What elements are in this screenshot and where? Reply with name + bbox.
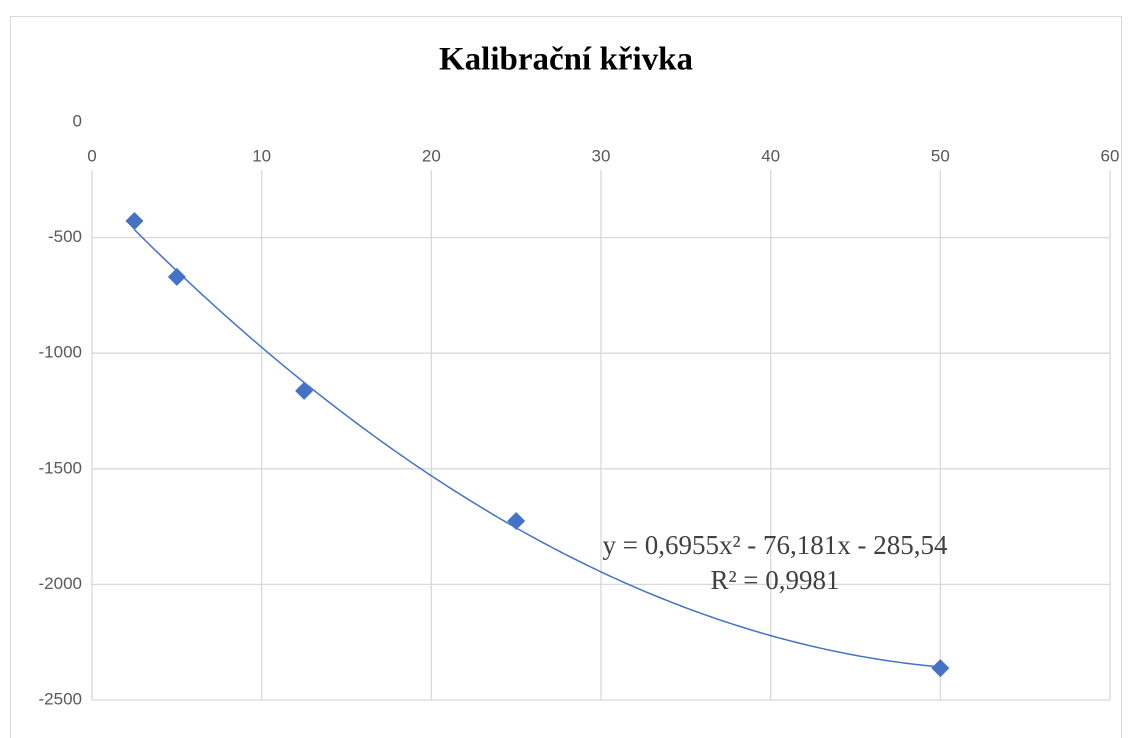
y-tick-label: -500 [48,227,82,246]
x-tick-label: 10 [252,146,271,165]
y-tick-label: -2000 [39,574,82,593]
marker [125,211,144,230]
x-tick-label: 50 [931,146,950,165]
trendline-r-squared: R² = 0,9981 [710,565,839,595]
chart-border [10,16,1122,738]
y-tick-label: 0 [73,111,82,130]
trendline-equation: y = 0,6955x² - 76,181x - 285,54 [602,530,948,560]
y-tick-label: -2500 [39,689,82,708]
x-tick-label: 20 [422,146,441,165]
marker [507,512,526,531]
marker [167,267,186,286]
y-tick-label: -1000 [39,343,82,362]
chart-title: Kalibrační křivka [439,42,693,78]
trendline [133,229,941,668]
x-tick-label: 30 [592,146,611,165]
marker [295,381,314,400]
x-tick-label: 60 [1101,146,1120,165]
x-tick-label: 0 [87,146,96,165]
x-tick-label: 40 [761,146,780,165]
marker [931,659,950,678]
y-tick-label: -1500 [39,458,82,477]
